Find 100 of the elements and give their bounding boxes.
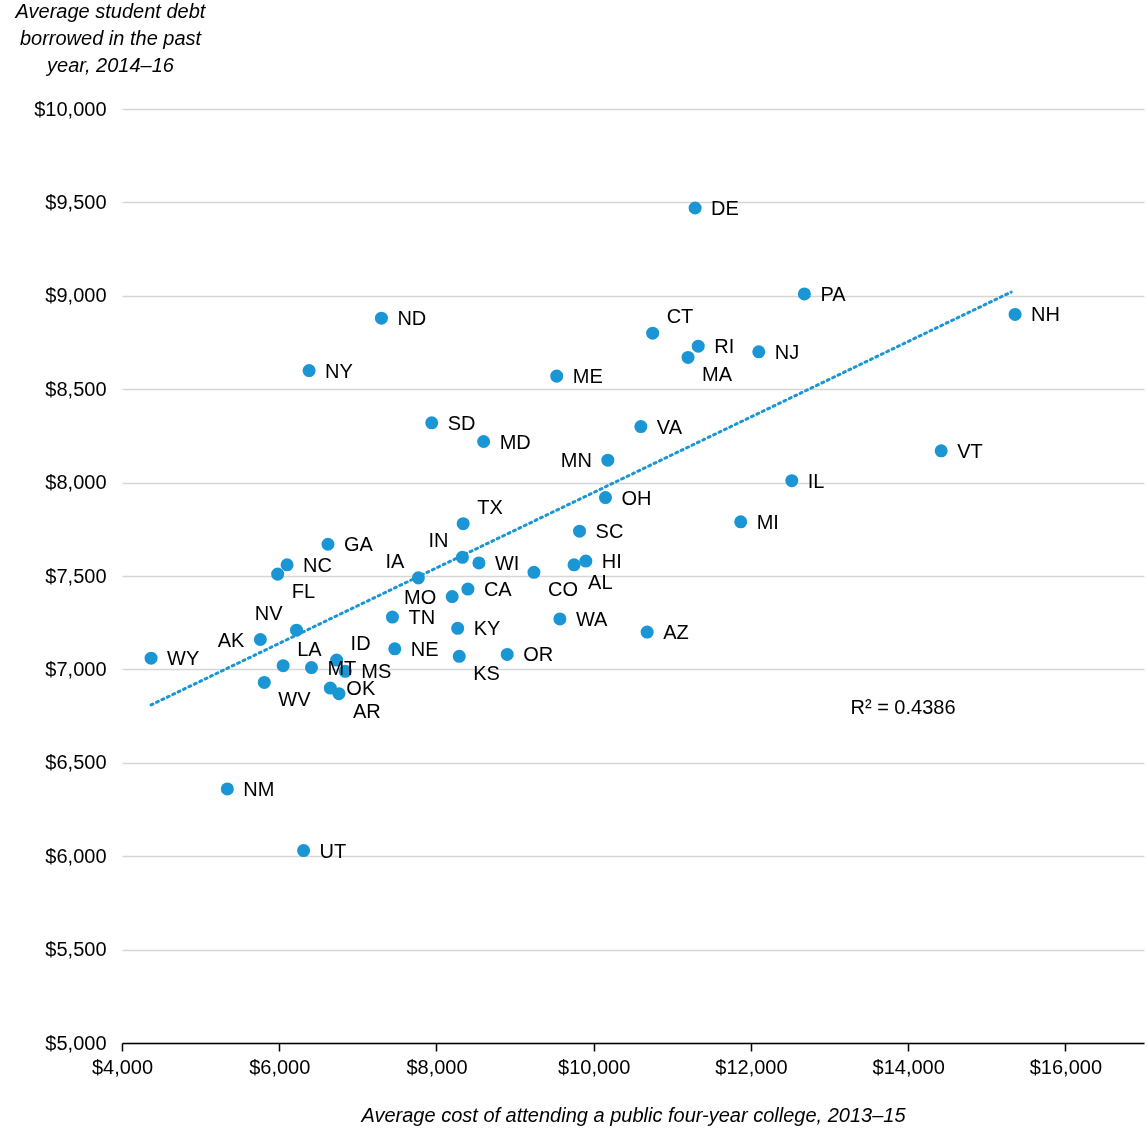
data-label: MI (756, 510, 779, 533)
point (598, 491, 612, 505)
point (321, 537, 335, 551)
data-label: MD (499, 430, 531, 453)
point (785, 474, 799, 488)
y-tick-label: $8,500 (45, 377, 107, 400)
data-label: NM (243, 777, 275, 800)
point (297, 844, 311, 858)
data-label: PA (820, 282, 847, 305)
data-label: GA (343, 533, 374, 556)
data-label: IL (807, 469, 825, 492)
y-tick-label: $9,000 (45, 284, 107, 307)
data-label: NV (254, 602, 284, 625)
point (797, 287, 811, 301)
y-axis-title: Average student debt borrowed in the past year, 2014–16 (14, 0, 207, 76)
point (688, 201, 702, 215)
point (425, 416, 439, 430)
point (385, 610, 399, 624)
data-label: CT (666, 305, 694, 328)
data-label: OH (621, 486, 652, 509)
y-tick-label: $7,500 (45, 564, 107, 587)
data-label: KS (473, 662, 500, 685)
point (579, 554, 593, 568)
point (302, 364, 316, 378)
data-label: SC (595, 520, 624, 543)
y-tick-label: $6,500 (45, 751, 107, 774)
data-label: ID (350, 632, 371, 655)
point (451, 621, 465, 635)
x-tick-label: $4,000 (91, 1055, 154, 1078)
data-label: AZ (663, 621, 689, 644)
point (477, 435, 491, 449)
data-label: NH (1031, 303, 1060, 326)
data-label: MA (702, 363, 733, 386)
point (452, 649, 466, 663)
point (472, 556, 486, 570)
point (280, 558, 294, 572)
data-label: RI (714, 335, 735, 358)
y-tick-label: $5,500 (45, 938, 107, 961)
annotation: R² = 0.4386 (850, 696, 956, 718)
x-tick-label: $6,000 (249, 1055, 311, 1078)
data-label: NC (303, 553, 332, 576)
point (934, 444, 948, 458)
data-label: ME (572, 365, 603, 388)
point (567, 558, 581, 572)
point (144, 651, 158, 665)
point (388, 642, 402, 656)
point (734, 515, 748, 529)
data-label: MN (560, 449, 592, 472)
point (681, 350, 695, 364)
point (527, 565, 541, 579)
point (456, 517, 470, 531)
data-label: FL (291, 580, 315, 603)
data-label: IA (385, 549, 406, 572)
data-label: TN (408, 606, 436, 629)
data-label: MO (403, 585, 437, 608)
point (640, 625, 654, 639)
x-tick-label: $14,000 (872, 1055, 945, 1078)
data-label: HI (601, 550, 622, 573)
data-label: WI (494, 551, 520, 574)
data-label: TX (477, 495, 503, 518)
data-label: AK (217, 628, 246, 651)
point (271, 567, 285, 581)
point (276, 659, 290, 673)
x-axis-title: Average cost of attending a public four-year college, 2013–15 (360, 1103, 907, 1126)
point (374, 311, 388, 325)
point (553, 612, 567, 626)
point (220, 782, 234, 796)
data-label: AL (588, 570, 613, 593)
data-label: VA (656, 415, 683, 438)
x-tick-label: $8,000 (406, 1055, 468, 1078)
point (461, 582, 475, 596)
data-label: IN (428, 529, 449, 552)
point (304, 661, 318, 675)
point (601, 453, 615, 467)
data-label: ND (397, 307, 427, 330)
y-tick-label: $7,000 (45, 657, 107, 680)
data-label: NE (410, 637, 439, 660)
data-label: LA (297, 637, 323, 660)
point (752, 345, 766, 359)
data-label: NJ (774, 340, 800, 363)
point (634, 420, 648, 434)
data-label: AR (352, 699, 381, 722)
y-tick-label: $5,000 (45, 1031, 107, 1054)
data-label: OK (346, 677, 376, 700)
point (573, 524, 587, 538)
data-label: CA (483, 578, 513, 601)
point (257, 675, 271, 689)
x-tick-label: $16,000 (1029, 1055, 1103, 1078)
data-label: UT (319, 839, 347, 862)
data-label: SD (447, 411, 476, 434)
y-tick-label: $9,500 (45, 190, 107, 213)
x-tick-label: $12,000 (715, 1055, 788, 1078)
point (646, 326, 660, 340)
y-tick-label: $8,000 (45, 471, 107, 494)
data-label: WA (575, 607, 609, 630)
point (691, 339, 705, 353)
data-label: OR (523, 643, 554, 666)
data-label: VT (957, 439, 983, 462)
x-tick-label: $10,000 (558, 1055, 631, 1078)
point (253, 633, 267, 647)
